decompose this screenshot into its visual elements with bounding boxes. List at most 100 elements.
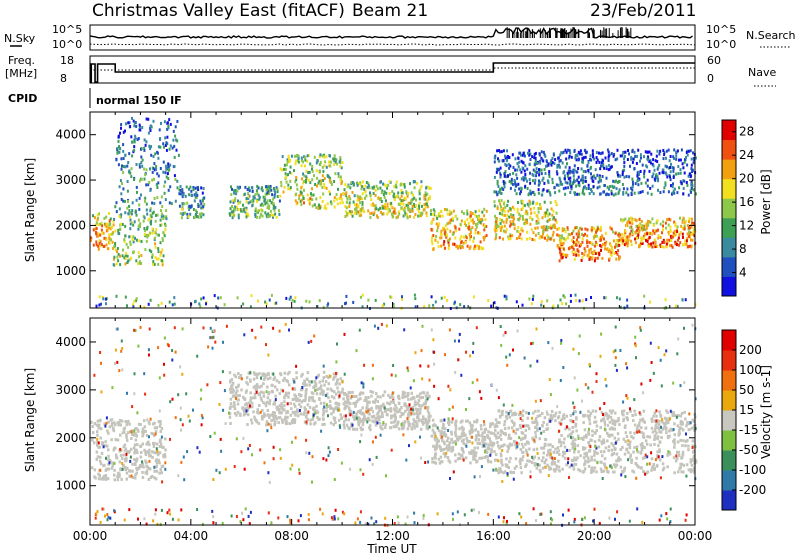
power-cell bbox=[677, 236, 680, 240]
power-cell bbox=[669, 225, 672, 229]
power-cell bbox=[517, 226, 520, 229]
power-cell bbox=[174, 134, 177, 138]
power-cell bbox=[588, 252, 591, 256]
power-cell bbox=[114, 205, 117, 209]
power-cell bbox=[267, 212, 270, 216]
power-cell bbox=[654, 243, 657, 247]
power-cell bbox=[417, 214, 420, 218]
velocity-cell bbox=[135, 426, 138, 430]
power-cell bbox=[522, 217, 524, 221]
velocity-cell bbox=[323, 401, 326, 405]
power-cell bbox=[643, 236, 645, 240]
power-cell bbox=[103, 216, 106, 220]
velocity-cell bbox=[401, 390, 405, 394]
power-cell bbox=[473, 236, 475, 240]
power-cell bbox=[521, 303, 524, 307]
velocity-cell bbox=[97, 423, 101, 427]
velocity-cell bbox=[149, 476, 153, 479]
velocity-cell bbox=[157, 451, 160, 455]
velocity-cell bbox=[541, 412, 544, 415]
power-cell bbox=[576, 235, 579, 239]
power-cell bbox=[420, 180, 423, 184]
power-cell bbox=[167, 124, 170, 128]
power-cell bbox=[273, 187, 275, 190]
power-cell bbox=[631, 188, 634, 192]
power-cell bbox=[552, 304, 555, 308]
power-cell bbox=[566, 253, 569, 257]
power-cell bbox=[667, 223, 670, 227]
power-cell bbox=[318, 155, 321, 159]
velocity-cell bbox=[689, 458, 693, 462]
power-cell bbox=[577, 253, 580, 257]
power-cell bbox=[573, 178, 575, 182]
velocity-cell bbox=[157, 420, 161, 423]
power-cell bbox=[137, 137, 140, 140]
velocity-cell bbox=[302, 382, 305, 386]
power-cell bbox=[684, 239, 687, 243]
power-cell bbox=[361, 305, 364, 309]
velocity-cell bbox=[469, 451, 472, 455]
power-cell bbox=[677, 165, 680, 168]
power-cell bbox=[137, 262, 140, 265]
power-cell bbox=[413, 180, 416, 184]
power-cell bbox=[475, 225, 478, 229]
velocity-cell bbox=[504, 463, 508, 467]
power-cell bbox=[343, 188, 346, 192]
power-cell bbox=[250, 186, 253, 190]
power-cell bbox=[599, 152, 602, 156]
power-cell bbox=[118, 150, 121, 154]
power-cell bbox=[537, 188, 540, 192]
power-cell bbox=[125, 251, 128, 255]
power-cell bbox=[593, 244, 596, 248]
power-cell bbox=[553, 162, 556, 165]
velocity-cell bbox=[450, 430, 453, 434]
power-cell bbox=[589, 256, 592, 260]
power-cell bbox=[288, 157, 290, 161]
power-cell bbox=[255, 189, 258, 193]
power-cell bbox=[474, 210, 477, 214]
velocity-cell bbox=[477, 433, 480, 437]
power-cell bbox=[582, 169, 585, 173]
power-cell bbox=[145, 208, 148, 212]
power-cell bbox=[582, 187, 585, 191]
velocity-cell bbox=[367, 396, 370, 399]
velocity-cell bbox=[657, 423, 661, 427]
power-cell bbox=[577, 150, 580, 154]
power-cell bbox=[647, 158, 650, 162]
power-cell bbox=[480, 217, 483, 221]
velocity-cell bbox=[363, 415, 366, 419]
power-cell bbox=[670, 162, 672, 166]
power-cell bbox=[682, 216, 685, 220]
power-cell bbox=[586, 244, 589, 248]
power-cell bbox=[301, 177, 303, 181]
velocity-cell bbox=[99, 427, 103, 431]
velocity-cell bbox=[603, 413, 607, 417]
power-cell bbox=[168, 147, 171, 151]
velocity-cell bbox=[494, 433, 497, 437]
power-cell bbox=[601, 235, 604, 239]
velocity-cell bbox=[343, 414, 346, 418]
power-cell bbox=[656, 245, 659, 248]
power-cell bbox=[252, 199, 255, 203]
power-cell bbox=[526, 212, 529, 216]
velocity-cell bbox=[294, 413, 297, 417]
velocity-cell bbox=[379, 395, 382, 399]
power-cell bbox=[477, 231, 480, 235]
velocity-cell bbox=[365, 406, 368, 410]
power-cell bbox=[349, 186, 352, 190]
power-cell bbox=[361, 202, 364, 206]
power-cell bbox=[613, 252, 616, 255]
velocity-cell bbox=[144, 453, 148, 456]
power-cell bbox=[507, 155, 510, 158]
power-cell bbox=[660, 244, 663, 248]
power-cell bbox=[606, 185, 609, 189]
power-cell bbox=[293, 169, 295, 173]
velocity-cell bbox=[631, 469, 634, 473]
velocity-cell bbox=[610, 442, 613, 446]
velocity-cell bbox=[508, 415, 511, 419]
y-tick-label: 4000 bbox=[55, 128, 86, 142]
power-cell bbox=[588, 250, 591, 254]
power-cell bbox=[590, 228, 593, 231]
power-cell bbox=[518, 212, 521, 216]
power-cell bbox=[512, 220, 515, 223]
